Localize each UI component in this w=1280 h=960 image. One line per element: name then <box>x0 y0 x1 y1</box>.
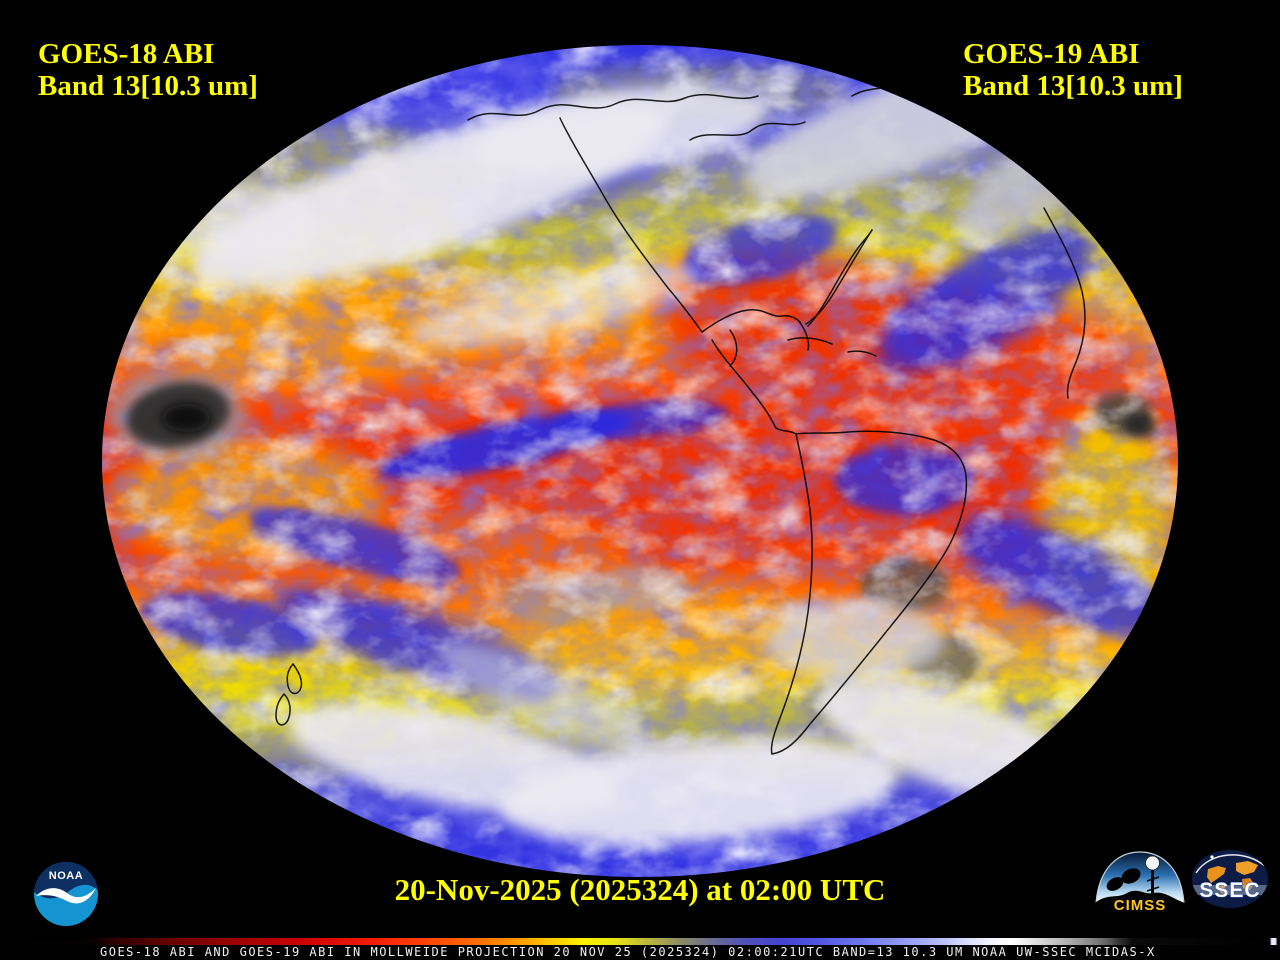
footer-bar: GOES-18 ABI AND GOES-19 ABI IN MOLLWEIDE… <box>0 938 1280 960</box>
cimss-logo-icon: CIMSS <box>1093 847 1187 918</box>
ir-colorbar <box>0 938 1280 945</box>
white-cloud-fronts <box>140 53 1112 845</box>
header-left-subtitle: Band 13[10.3 um] <box>38 70 258 102</box>
coastlines <box>275 69 1086 755</box>
ssec-logo-text: SSEC <box>1199 879 1260 902</box>
header-right: GOES-19 ABI Band 13[10.3 um] <box>963 38 1183 102</box>
header-right-subtitle: Band 13[10.3 um] <box>963 70 1183 102</box>
cimss-logo-text: CIMSS <box>1114 897 1167 913</box>
noaa-logo-text: NOAA <box>49 870 83 882</box>
noaa-logo-icon: NOAA <box>34 862 98 931</box>
status-line: GOES-18 ABI AND GOES-19 ABI IN MOLLWEIDE… <box>100 945 1156 959</box>
header-left: GOES-18 ABI Band 13[10.3 um] <box>38 38 258 102</box>
coldest-cloud-tops <box>108 370 1156 460</box>
header-right-title: GOES-19 ABI <box>963 38 1140 70</box>
timestamp-label: 20-Nov-2025 (2025324) at 02:00 UTC <box>394 872 886 907</box>
ssec-logo-icon: SSEC <box>1190 849 1270 916</box>
header-left-title: GOES-18 ABI <box>38 38 215 70</box>
